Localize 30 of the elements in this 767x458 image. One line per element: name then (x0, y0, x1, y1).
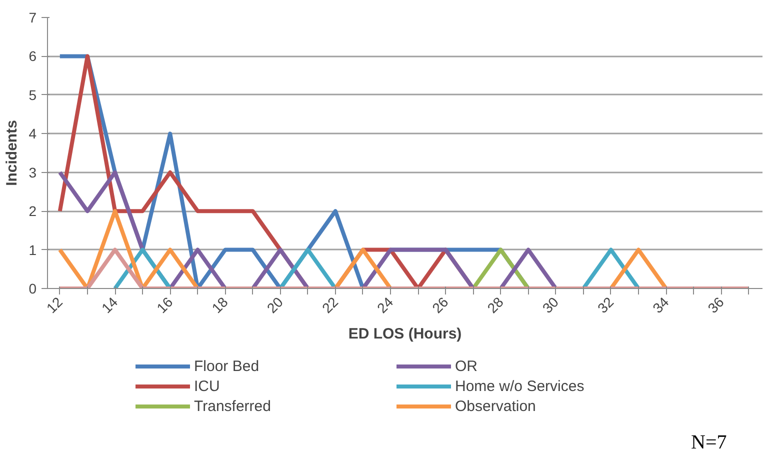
x-tick-label: 32 (594, 294, 617, 316)
legend-label: Observation (455, 397, 537, 415)
x-tick-label: 26 (428, 294, 452, 316)
y-tick-label: 3 (28, 164, 37, 180)
x-tick-label: 34 (649, 294, 672, 316)
text: N=7 (691, 431, 727, 454)
legend-label: Home w/o Services (455, 377, 586, 395)
x-tick-label: 12 (43, 294, 66, 316)
y-tick-label: 6 (28, 48, 37, 64)
x-tick-label: 22 (318, 294, 342, 316)
legend-label: OR (455, 357, 478, 375)
y-tick-label: 1 (28, 242, 37, 258)
y-tick-label: 2 (28, 203, 37, 220)
x-tick-label: 18 (208, 294, 232, 316)
y-tick-label: 0 (28, 280, 37, 296)
x-tick-label: 14 (98, 294, 121, 316)
legend-label: Transferred (194, 397, 272, 415)
x-tick-label: 20 (264, 294, 286, 316)
x-axis-title: ED LOS (Hours) (348, 326, 462, 343)
x-tick-label: 30 (539, 294, 562, 316)
legend-label: Floor Bed (194, 357, 260, 375)
y-tick-label: 5 (28, 86, 37, 103)
y-tick-label: 4 (28, 126, 37, 142)
x-tick-label: 16 (153, 294, 176, 316)
x-tick-label: 36 (704, 294, 727, 316)
legend-label: ICU (194, 377, 221, 395)
x-tick-label: 24 (374, 294, 396, 316)
y-axis-title: Incidents (4, 120, 21, 186)
x-tick-label: 28 (484, 294, 507, 316)
y-tick-label: 7 (28, 10, 37, 26)
